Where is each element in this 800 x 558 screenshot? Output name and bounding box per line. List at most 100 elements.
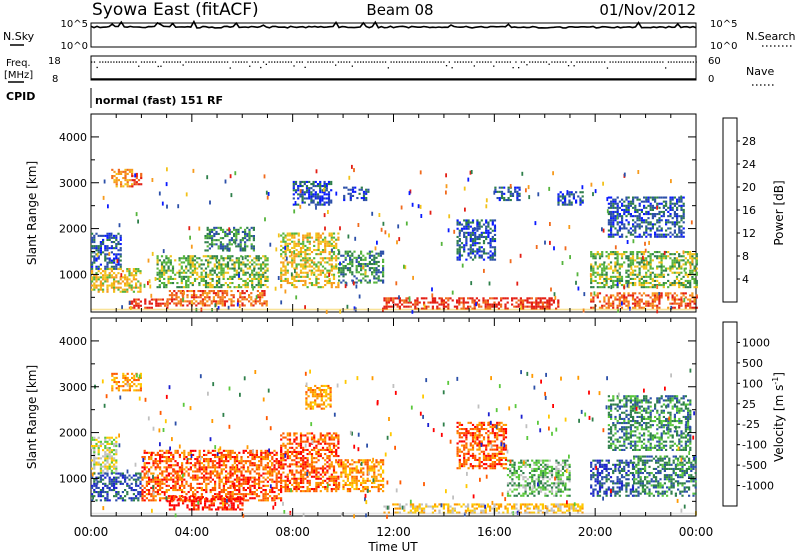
- nsky-right-tick-top: 10^5: [710, 19, 737, 30]
- velocity-cell: [111, 481, 113, 483]
- velocity-cell: [163, 470, 165, 472]
- power-cell: [138, 179, 140, 181]
- power-cell: [222, 237, 224, 239]
- power-cell: [672, 209, 674, 211]
- power-cell: [678, 221, 680, 223]
- power-cell: [694, 286, 696, 288]
- nave-point: [490, 61, 491, 62]
- power-cell: [447, 299, 449, 301]
- power-cell: [614, 227, 616, 229]
- power-cell: [674, 203, 676, 205]
- power-cell: [601, 305, 603, 307]
- power-cell: [656, 299, 658, 301]
- power-cell: [184, 300, 186, 302]
- power-cell: [676, 276, 678, 278]
- power-cell: [610, 261, 612, 263]
- power-cell: [680, 278, 682, 280]
- velocity-cell: [218, 481, 220, 483]
- velocity-cell: [214, 464, 216, 466]
- velocity-cell: [161, 450, 163, 452]
- power-cell: [95, 278, 97, 280]
- nave-point: [479, 61, 480, 62]
- power-cell: [102, 270, 104, 272]
- power-cell: [537, 302, 539, 304]
- power-cell: [614, 299, 616, 301]
- power-cell: [345, 273, 347, 275]
- power-cell: [287, 282, 289, 284]
- power-cell: [106, 247, 108, 249]
- power-cell: [291, 272, 293, 276]
- power-cell: [654, 276, 656, 278]
- power-cell: [104, 272, 106, 274]
- power-cell: [621, 217, 623, 219]
- velocity-cell: [93, 483, 95, 485]
- power-cell: [503, 199, 505, 201]
- velocity-cell: [155, 487, 157, 489]
- power-cell: [470, 252, 472, 254]
- power-cell: [310, 197, 312, 199]
- power-cell: [195, 294, 197, 296]
- power-cell: [619, 230, 621, 232]
- velocity-cell: [181, 462, 183, 464]
- nave-point: [163, 61, 164, 62]
- power-colorbar-tick-label: 8: [742, 250, 749, 263]
- power-cell: [658, 282, 660, 284]
- velocity-cell: [115, 473, 117, 475]
- power-cell: [329, 270, 331, 272]
- power-cell: [244, 241, 246, 243]
- power-cell: [614, 217, 616, 219]
- power-cell: [326, 261, 328, 263]
- power-cell: [349, 255, 351, 257]
- power-cell: [131, 289, 133, 291]
- velocity-cell: [100, 441, 102, 443]
- power-cell: [282, 261, 284, 263]
- power-cell: [165, 272, 167, 274]
- power-cell: [212, 255, 214, 257]
- power-cell: [361, 197, 363, 199]
- power-cell: [200, 290, 202, 292]
- nave-point: [188, 61, 189, 62]
- power-cell: [645, 272, 647, 274]
- velocity-cell: [185, 456, 187, 458]
- power-cell: [365, 191, 367, 193]
- velocity-cell: [159, 479, 161, 481]
- power-cell: [122, 171, 124, 173]
- power-cell: [639, 234, 641, 236]
- velocity-cell: [205, 466, 207, 468]
- power-cell: [479, 248, 481, 250]
- power-cell: [140, 173, 142, 175]
- power-cell: [329, 280, 331, 282]
- power-cell: [676, 209, 678, 211]
- power-cell: [202, 292, 204, 294]
- velocity-cell: [91, 445, 93, 447]
- power-cell: [457, 259, 459, 261]
- power-cell: [476, 238, 478, 240]
- power-cell: [297, 204, 299, 206]
- power-cell: [150, 294, 152, 298]
- power-cell: [300, 251, 302, 253]
- power-cell: [100, 253, 102, 255]
- power-cell: [544, 297, 546, 299]
- velocity-cell: [212, 479, 214, 481]
- velocity-cell: [194, 462, 196, 464]
- power-cell: [669, 221, 671, 223]
- power-cell: [203, 270, 205, 272]
- power-cell: [463, 250, 465, 252]
- power-cell: [100, 251, 102, 253]
- velocity-cell: [117, 481, 119, 483]
- power-cell: [628, 276, 630, 278]
- power-cell: [656, 203, 658, 205]
- nave-point: [646, 61, 647, 62]
- power-cell: [674, 213, 676, 215]
- power-cell: [304, 272, 306, 274]
- velocity-cell: [148, 491, 150, 493]
- power-cell: [209, 255, 211, 257]
- power-cell: [617, 209, 619, 211]
- velocity-cell: [223, 485, 225, 487]
- nave-point: [604, 61, 605, 62]
- nave-point: [429, 61, 430, 62]
- power-cell: [436, 302, 438, 304]
- power-cell: [240, 245, 242, 247]
- power-cell: [236, 270, 238, 272]
- nave-point: [629, 61, 630, 62]
